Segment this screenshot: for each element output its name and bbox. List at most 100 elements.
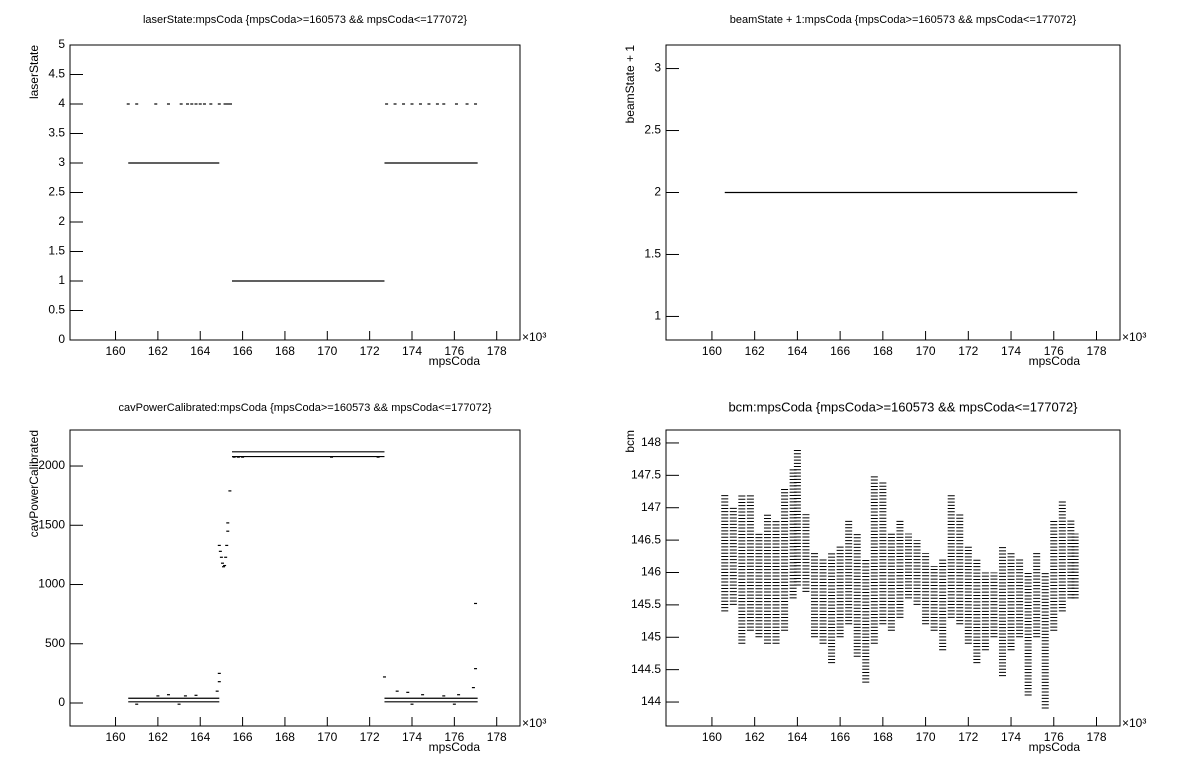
data-point bbox=[217, 681, 221, 683]
data-point bbox=[198, 103, 202, 105]
x-tick-label: 172 bbox=[958, 730, 978, 744]
y-tick-label: 1000 bbox=[38, 577, 65, 591]
x-tick-label: 164 bbox=[787, 344, 807, 358]
x-tick-label: 164 bbox=[190, 730, 210, 744]
y-tick-label: 145.5 bbox=[631, 597, 661, 611]
data-point bbox=[222, 566, 226, 568]
x-axis-label: mpsCoda bbox=[429, 354, 481, 368]
x-axis-label: mpsCoda bbox=[1029, 354, 1081, 368]
x-tick-label: 172 bbox=[958, 344, 978, 358]
data-point bbox=[454, 103, 458, 105]
data-point bbox=[194, 103, 198, 105]
x-tick-label: 166 bbox=[233, 344, 253, 358]
data-point bbox=[474, 602, 478, 605]
data-point bbox=[228, 490, 232, 492]
data-point bbox=[393, 103, 397, 105]
y-tick-label: 500 bbox=[45, 636, 65, 650]
y-axis-label: bcm bbox=[623, 430, 637, 453]
x-tick-label: 176 bbox=[444, 730, 464, 744]
data-point bbox=[410, 103, 414, 105]
panel: cavPowerCalibrated:mpsCoda {mpsCoda>=160… bbox=[27, 402, 546, 754]
x-tick-label: 174 bbox=[1001, 344, 1021, 358]
data-point bbox=[126, 103, 130, 105]
data-point bbox=[135, 103, 139, 105]
data-point bbox=[217, 103, 221, 105]
y-tick-label: 1 bbox=[58, 273, 65, 287]
data-point bbox=[217, 544, 221, 547]
y-axis-label: cavPowerCalibrated bbox=[27, 430, 41, 537]
data-point bbox=[376, 456, 380, 458]
data-point bbox=[217, 672, 221, 674]
x-multiplier: ×10³ bbox=[1122, 716, 1146, 730]
data-point bbox=[465, 103, 469, 105]
x-tick-label: 160 bbox=[702, 344, 722, 358]
data-point bbox=[435, 103, 439, 105]
data-point bbox=[410, 703, 414, 705]
data-point bbox=[223, 564, 227, 567]
x-multiplier: ×10³ bbox=[522, 330, 546, 344]
x-tick-label: 168 bbox=[275, 730, 295, 744]
x-tick-label: 170 bbox=[916, 344, 936, 358]
data-point bbox=[427, 103, 431, 105]
data-point bbox=[194, 694, 198, 696]
y-tick-label: 147.5 bbox=[631, 468, 661, 482]
data-point bbox=[209, 103, 213, 105]
x-tick-label: 164 bbox=[787, 730, 807, 744]
y-tick-label: 147 bbox=[641, 500, 661, 514]
x-tick-label: 160 bbox=[106, 344, 126, 358]
data-point bbox=[154, 103, 158, 105]
x-tick-label: 162 bbox=[148, 344, 168, 358]
x-tick-label: 174 bbox=[1001, 730, 1021, 744]
x-tick-label: 174 bbox=[402, 344, 422, 358]
panel: beamState + 1:mpsCoda {mpsCoda>=160573 &… bbox=[623, 14, 1146, 368]
data-point bbox=[236, 456, 240, 458]
y-tick-label: 1 bbox=[654, 309, 661, 323]
chart-title: laserState:mpsCoda {mpsCoda>=160573 && m… bbox=[143, 14, 467, 26]
plot-frame bbox=[69, 429, 521, 727]
x-multiplier: ×10³ bbox=[1122, 330, 1146, 344]
x-tick-label: 178 bbox=[487, 730, 507, 744]
chart-title: beamState + 1:mpsCoda {mpsCoda>=160573 &… bbox=[730, 14, 1077, 26]
y-tick-label: 146 bbox=[641, 565, 661, 579]
y-tick-label: 2 bbox=[654, 185, 661, 199]
x-tick-label: 178 bbox=[1086, 344, 1106, 358]
y-tick-label: 0 bbox=[58, 332, 65, 346]
data-point bbox=[452, 703, 456, 705]
data-point bbox=[202, 103, 206, 105]
plot-frame bbox=[69, 44, 521, 341]
data-point bbox=[179, 103, 183, 105]
data-point bbox=[474, 103, 478, 105]
x-tick-label: 160 bbox=[106, 730, 126, 744]
data-point bbox=[190, 103, 194, 105]
data-point bbox=[186, 103, 190, 105]
data-point bbox=[406, 691, 410, 693]
y-tick-label: 1.5 bbox=[48, 244, 65, 258]
x-axis-label: mpsCoda bbox=[429, 740, 481, 754]
y-tick-label: 148 bbox=[641, 435, 661, 449]
data-point bbox=[442, 103, 446, 105]
x-tick-label: 166 bbox=[830, 344, 850, 358]
y-tick-label: 1.5 bbox=[644, 247, 661, 261]
x-tick-label: 168 bbox=[275, 344, 295, 358]
y-tick-label: 0.5 bbox=[48, 303, 65, 317]
y-axis-label: beamState + 1 bbox=[623, 45, 637, 124]
data-point bbox=[421, 694, 425, 696]
y-tick-label: 5 bbox=[58, 37, 65, 51]
x-tick-label: 172 bbox=[360, 730, 380, 744]
data-point bbox=[232, 456, 236, 458]
x-tick-label: 162 bbox=[745, 730, 765, 744]
data-point bbox=[225, 544, 229, 547]
chart-title: cavPowerCalibrated:mpsCoda {mpsCoda>=160… bbox=[118, 402, 491, 414]
x-tick-label: 170 bbox=[916, 730, 936, 744]
x-tick-label: 162 bbox=[148, 730, 168, 744]
data-point bbox=[224, 556, 228, 558]
x-tick-label: 162 bbox=[745, 344, 765, 358]
x-tick-label: 166 bbox=[830, 730, 850, 744]
x-tick-label: 174 bbox=[402, 730, 422, 744]
x-tick-label: 176 bbox=[1044, 344, 1064, 358]
x-tick-label: 168 bbox=[873, 730, 893, 744]
data-point bbox=[226, 530, 230, 532]
x-tick-label: 160 bbox=[702, 730, 722, 744]
y-tick-label: 2000 bbox=[38, 458, 65, 472]
